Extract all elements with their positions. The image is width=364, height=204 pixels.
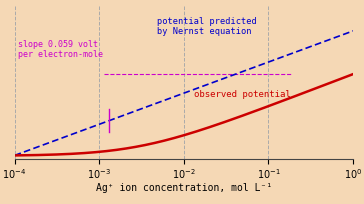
Text: slope 0.059 volt
per electron-mole: slope 0.059 volt per electron-mole: [18, 40, 103, 59]
X-axis label: Ag⁺ ion concentration, mol L⁻¹: Ag⁺ ion concentration, mol L⁻¹: [96, 183, 272, 193]
Text: potential predicted
by Nernst equation: potential predicted by Nernst equation: [157, 17, 257, 36]
Text: observed potential: observed potential: [194, 90, 291, 99]
